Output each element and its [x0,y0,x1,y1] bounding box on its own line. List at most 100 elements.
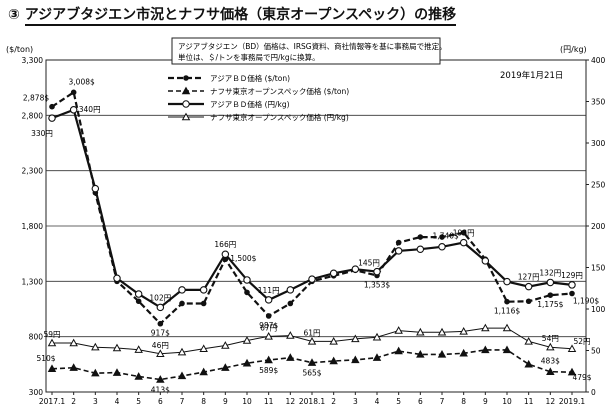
x-tick-label: 6 [418,397,423,406]
series-2 [47,345,577,383]
x-tick-label: 12 [546,397,556,406]
data-point [502,345,512,354]
data-point [157,320,164,327]
data-point [91,184,100,193]
x-tick-label: 2 [71,397,76,406]
data-point [134,372,143,380]
x-tick-label: 4 [375,397,380,406]
x-tick-label: 2019.1 [559,397,585,406]
data-label: 483$ [541,357,560,366]
y-right-tick-label: 150 [591,264,606,273]
data-point [47,364,57,372]
data-point [135,298,142,305]
x-tick-label: 2017.1 [39,397,65,406]
x-tick-label: 11 [524,397,534,406]
data-label: 1,175$ [537,300,563,309]
legend-marker [182,100,190,108]
data-label: 46円 [152,341,169,350]
data-point [546,367,555,375]
data-label: 340円 [79,105,101,114]
y-left-tick-label: 1,800 [22,222,44,231]
y-right-tick-label: 100 [591,305,606,314]
data-point [179,300,185,307]
data-point [134,290,143,298]
x-tick-label: 2 [331,397,336,406]
data-label: 59円 [43,330,60,339]
data-point [91,342,100,351]
data-point [437,327,447,336]
title-text: アジアブタジエン市況とナフサ価格（東京オープンスペック）の推移 [24,7,457,26]
x-tick-label: 11 [264,397,274,406]
data-point [502,323,512,332]
legend-label: アジアＢＤ価格 ($/ton) [210,73,290,83]
data-label: 1,500$ [230,254,256,263]
data-point [307,358,317,366]
data-label: 413$ [151,385,170,394]
x-tick-label: 9 [223,397,228,406]
x-tick-label: 3 [93,397,98,406]
data-point [525,298,532,305]
data-point [242,358,252,367]
data-label: 3,008$ [69,77,95,86]
y-right-tick-label: 50 [591,347,601,356]
data-point [416,327,425,336]
x-tick-label: 8 [461,397,466,406]
data-label: 1,740$ [433,232,459,241]
data-point [416,349,425,358]
data-point [416,245,425,253]
y-left-tick-label: 3,300 [22,56,44,65]
legend-label: ナフサ東京オープンスペック価格 (円/kg) [210,112,349,122]
data-point [264,355,273,364]
data-label: 193円 [453,229,475,238]
data-point [460,229,467,236]
data-point [459,238,468,247]
data-point [47,338,57,347]
data-label: 917$ [151,329,170,338]
data-label: 589$ [259,366,278,375]
data-label: 565$ [302,369,321,378]
data-point [178,286,186,294]
data-label: 111円 [258,286,280,295]
data-label: 54円 [542,334,559,343]
data-point [156,349,165,358]
data-point [524,359,533,368]
y-right-tick-label: 0 [591,388,596,397]
data-label: 2,878$ [23,94,49,103]
data-point [264,331,273,340]
y-left-tick-label: 800 [29,333,44,342]
data-label: 127円 [518,273,540,282]
legend-label: アジアＢＤ価格 (円/kg) [210,99,290,109]
y-left-tick-label: 1,300 [22,277,44,286]
data-label: 67円 [260,323,277,332]
data-point [286,353,295,361]
x-tick-label: 2018.1 [299,397,325,406]
series-3 [48,106,576,312]
data-point [395,239,402,246]
data-point [439,234,445,240]
data-point [568,281,576,289]
data-point [417,234,424,240]
data-point [569,290,575,297]
data-point [504,298,510,305]
data-point [177,347,187,356]
x-tick-label: 7 [180,397,185,406]
y-right-tick-label: 400 [591,56,606,65]
data-point [112,343,122,352]
legend-marker [183,75,189,81]
data-label: 102円 [149,293,171,302]
data-point [567,344,577,353]
data-point [438,243,446,251]
data-point [200,300,207,307]
data-point [503,277,511,286]
data-point [524,336,533,345]
left-axis-unit: ($/ton) [6,45,33,54]
data-label: 510$ [36,354,55,363]
data-point [69,338,78,347]
data-point [547,292,554,298]
x-tick-label: 7 [440,397,445,406]
y-left-tick-label: 2,800 [22,111,44,120]
data-point [546,342,555,351]
data-point [244,289,250,296]
data-label: 129円 [561,271,583,280]
